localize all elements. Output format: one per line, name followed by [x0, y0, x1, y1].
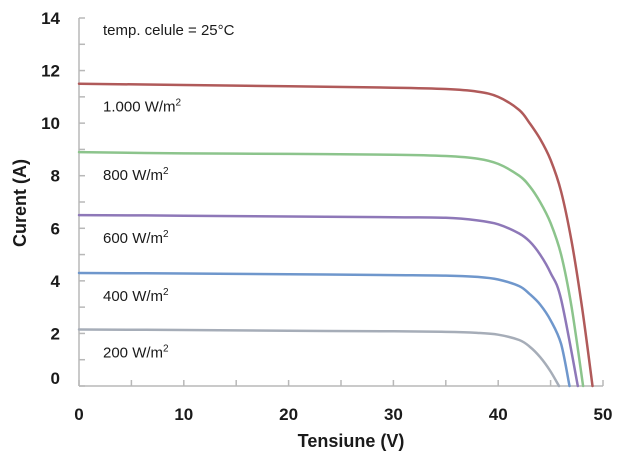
y-tick-label: 2: [51, 324, 60, 343]
y-tick-label: 0: [51, 369, 60, 388]
y-tick-label: 10: [41, 114, 60, 133]
series-label: 200 W/m2: [103, 343, 169, 361]
series-line: [77, 150, 585, 388]
series-line: [77, 271, 571, 388]
series-label-main: 1.000 W/m: [103, 99, 176, 116]
series-line: [77, 82, 594, 388]
series-label-main: 200 W/m: [103, 344, 163, 361]
tick-labels: 0 10 20 30 40 50 0 2 4 6 8 10 12 14: [41, 9, 612, 424]
tick-marks: [78, 17, 604, 387]
y-tick-label: 6: [51, 219, 60, 238]
y-tick-label: 8: [51, 167, 60, 186]
series-label: 1.000 W/m2: [103, 98, 182, 116]
series-label-main: 800 W/m: [103, 167, 163, 184]
series-label-superscript: 2: [163, 229, 169, 240]
temperature-annotation: temp. celule = 25°C: [103, 22, 235, 39]
y-axis-title: Curent (A): [10, 159, 30, 247]
x-tick-label: 30: [384, 405, 403, 424]
x-tick-label: 10: [174, 405, 193, 424]
series-lines: [77, 82, 594, 388]
series-label-main: 600 W/m: [103, 230, 163, 247]
series-label: 400 W/m2: [103, 287, 169, 305]
x-axis-title: Tensiune (V): [298, 431, 405, 451]
series-label-superscript: 2: [163, 166, 169, 177]
series-label: 800 W/m2: [103, 166, 169, 184]
series-label-superscript: 2: [163, 287, 169, 298]
x-tick-label: 40: [489, 405, 508, 424]
series-label-superscript: 2: [163, 343, 169, 354]
x-tick-label: 0: [74, 405, 83, 424]
series-label: 600 W/m2: [103, 229, 169, 247]
series-label-main: 400 W/m: [103, 288, 163, 305]
y-tick-label: 14: [41, 9, 60, 28]
x-tick-label: 20: [279, 405, 298, 424]
y-tick-label: 12: [41, 62, 60, 81]
series-line: [77, 328, 561, 388]
series-line: [77, 213, 580, 388]
y-tick-label: 4: [51, 272, 61, 291]
series-label-superscript: 2: [176, 98, 182, 109]
x-tick-label: 50: [594, 405, 613, 424]
